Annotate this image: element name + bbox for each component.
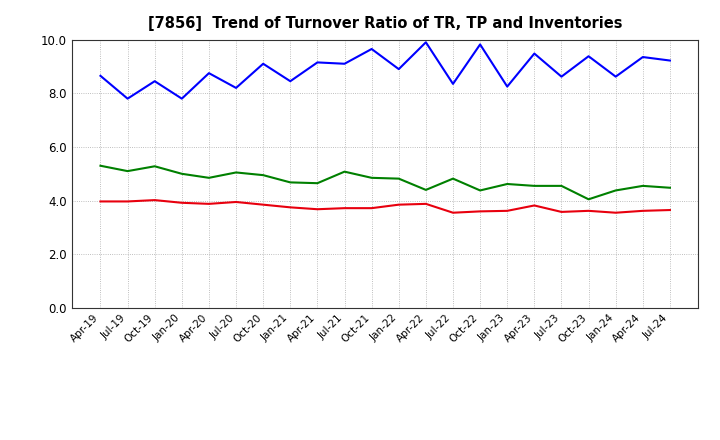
Trade Receivables — [421, 201, 430, 206]
Inventories — [313, 180, 322, 186]
Trade Receivables — [611, 210, 620, 215]
Trade Receivables — [313, 207, 322, 212]
Trade Payables — [367, 46, 376, 51]
Trade Receivables — [395, 202, 403, 207]
Inventories — [286, 180, 294, 185]
Title: [7856]  Trend of Turnover Ratio of TR, TP and Inventories: [7856] Trend of Turnover Ratio of TR, TP… — [148, 16, 623, 32]
Inventories — [584, 197, 593, 202]
Inventories — [259, 172, 268, 178]
Trade Payables — [584, 54, 593, 59]
Inventories — [665, 185, 674, 191]
Trade Receivables — [96, 199, 105, 204]
Trade Payables — [123, 96, 132, 101]
Trade Payables — [639, 55, 647, 60]
Trade Payables — [204, 70, 213, 76]
Trade Payables — [286, 79, 294, 84]
Inventories — [476, 188, 485, 193]
Trade Payables — [557, 74, 566, 79]
Inventories — [96, 163, 105, 169]
Line: Trade Payables: Trade Payables — [101, 42, 670, 99]
Inventories — [449, 176, 457, 181]
Inventories — [150, 164, 159, 169]
Trade Payables — [232, 85, 240, 91]
Trade Receivables — [341, 205, 349, 211]
Trade Receivables — [232, 199, 240, 205]
Trade Receivables — [150, 198, 159, 203]
Trade Payables — [503, 84, 511, 89]
Inventories — [639, 183, 647, 188]
Trade Receivables — [449, 210, 457, 215]
Trade Receivables — [259, 202, 268, 207]
Trade Receivables — [204, 201, 213, 206]
Trade Payables — [313, 60, 322, 65]
Inventories — [395, 176, 403, 181]
Trade Receivables — [530, 203, 539, 208]
Trade Receivables — [476, 209, 485, 214]
Inventories — [341, 169, 349, 174]
Trade Payables — [150, 79, 159, 84]
Inventories — [367, 175, 376, 180]
Trade Payables — [395, 66, 403, 72]
Trade Payables — [449, 81, 457, 87]
Trade Receivables — [665, 207, 674, 213]
Inventories — [232, 170, 240, 175]
Line: Inventories: Inventories — [101, 166, 670, 199]
Inventories — [557, 183, 566, 188]
Inventories — [123, 169, 132, 174]
Trade Payables — [665, 58, 674, 63]
Trade Receivables — [584, 208, 593, 213]
Trade Receivables — [503, 208, 511, 213]
Trade Receivables — [286, 205, 294, 210]
Trade Payables — [341, 61, 349, 66]
Trade Payables — [259, 61, 268, 66]
Inventories — [421, 187, 430, 193]
Inventories — [178, 171, 186, 176]
Inventories — [204, 175, 213, 180]
Trade Receivables — [178, 200, 186, 205]
Trade Receivables — [639, 208, 647, 213]
Trade Receivables — [367, 205, 376, 211]
Trade Payables — [530, 51, 539, 56]
Trade Payables — [178, 96, 186, 101]
Trade Receivables — [123, 199, 132, 204]
Trade Payables — [96, 73, 105, 78]
Inventories — [611, 188, 620, 193]
Inventories — [503, 181, 511, 187]
Trade Payables — [476, 42, 485, 47]
Trade Payables — [611, 74, 620, 79]
Trade Payables — [421, 40, 430, 45]
Line: Trade Receivables: Trade Receivables — [101, 200, 670, 213]
Inventories — [530, 183, 539, 188]
Trade Receivables — [557, 209, 566, 215]
